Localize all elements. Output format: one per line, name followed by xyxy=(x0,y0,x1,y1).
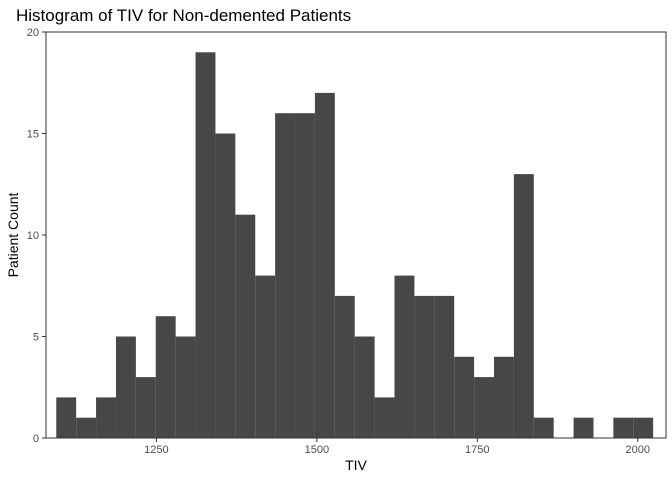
histogram-bar-2 xyxy=(96,397,116,438)
x-tick-label: 1500 xyxy=(305,444,329,456)
x-tick-label: 2000 xyxy=(626,444,650,456)
histogram-bar-4 xyxy=(135,377,156,438)
histogram-bar-8 xyxy=(215,133,236,438)
histogram-bar-15 xyxy=(354,336,375,438)
y-axis-title: Patient Count xyxy=(5,192,21,277)
histogram-bar-24 xyxy=(533,417,554,438)
bars-group xyxy=(56,52,654,439)
y-tick-label: 0 xyxy=(33,433,39,445)
histogram-bar-3 xyxy=(115,336,136,438)
histogram-bar-21 xyxy=(474,377,494,438)
y-tick-label: 10 xyxy=(27,230,39,242)
histogram-bar-12 xyxy=(295,113,315,438)
x-axis: 1250 1500 1750 2000 xyxy=(144,438,650,456)
histogram-bar-6 xyxy=(175,336,196,438)
histogram-bar-20 xyxy=(454,356,475,438)
x-tick-label: 1750 xyxy=(465,444,489,456)
y-axis: 0 5 10 15 20 xyxy=(27,27,46,445)
histogram-bar-23 xyxy=(513,174,534,438)
histogram-bar-28 xyxy=(613,417,634,438)
histogram-bar-13 xyxy=(314,92,335,439)
histogram-bar-17 xyxy=(394,275,415,438)
histogram-bar-11 xyxy=(275,113,296,438)
histogram-bar-29 xyxy=(633,417,654,438)
histogram-bar-18 xyxy=(414,295,435,438)
histogram-bar-16 xyxy=(374,397,395,438)
histogram-bar-14 xyxy=(334,295,355,438)
histogram-bar-7 xyxy=(195,52,216,439)
x-axis-title: TIV xyxy=(345,457,367,473)
histogram-bar-9 xyxy=(235,214,256,438)
histogram-bar-22 xyxy=(493,356,514,438)
histogram-bar-26 xyxy=(573,417,594,438)
histogram-bar-5 xyxy=(155,316,176,438)
y-tick-label: 15 xyxy=(27,129,39,141)
histogram-bar-19 xyxy=(434,295,455,438)
y-tick-label: 20 xyxy=(27,27,39,39)
chart-title: Histogram of TIV for Non-demented Patien… xyxy=(16,6,351,25)
histogram-bar-10 xyxy=(255,275,276,438)
histogram-bar-1 xyxy=(76,417,97,438)
x-tick-label: 1250 xyxy=(144,444,168,456)
y-tick-label: 5 xyxy=(33,332,39,344)
histogram-bar-0 xyxy=(56,397,77,438)
